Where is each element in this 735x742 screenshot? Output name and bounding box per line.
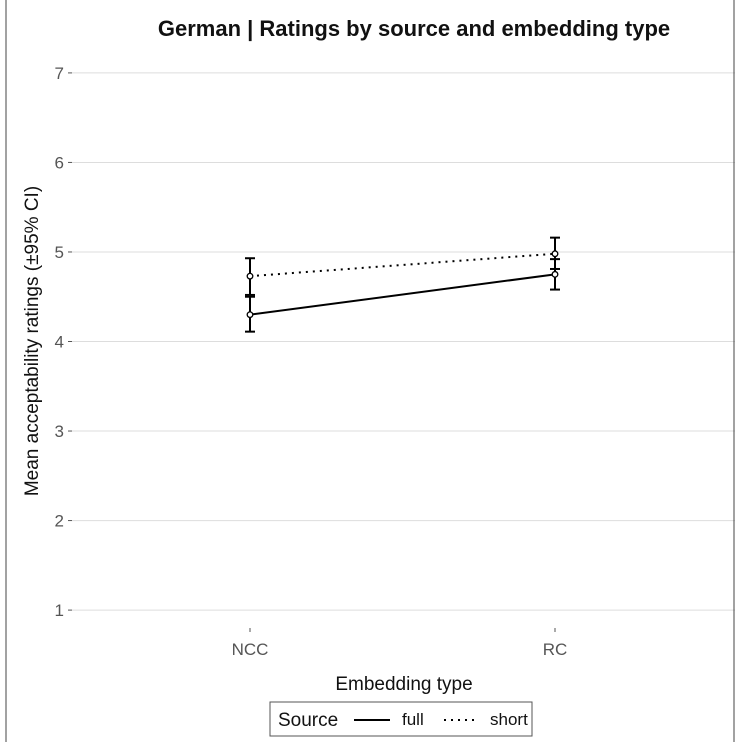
x-axis-title: Embedding type <box>335 674 472 695</box>
data-point-full <box>246 311 254 319</box>
y-tick-label: 2 <box>55 512 64 531</box>
y-tick-label: 6 <box>55 153 64 172</box>
series-line-short <box>249 252 556 278</box>
y-tick-label: 3 <box>55 422 64 441</box>
axes: 1 2 3 4 5 6 7 NCC RC <box>5 0 735 742</box>
legend-box <box>269 701 533 737</box>
data-point-short <box>246 272 254 280</box>
series-short <box>245 236 560 296</box>
legend: Source full short <box>269 701 533 737</box>
x-tick-label: RC <box>543 640 568 659</box>
legend-label-short: short <box>490 710 528 729</box>
series <box>245 236 560 333</box>
chart-title: German | Ratings by source and embedding… <box>158 16 670 41</box>
series-full <box>245 258 560 333</box>
x-tick-label: NCC <box>232 640 269 659</box>
y-tick-label: 1 <box>55 601 64 620</box>
y-tick-label: 4 <box>55 333 64 352</box>
data-point-short <box>551 250 559 258</box>
grid-lines <box>72 72 735 611</box>
y-tick-label: 7 <box>55 64 64 83</box>
legend-label-full: full <box>402 710 424 729</box>
y-axis-title: Mean acceptability ratings (±95% CI) <box>22 186 43 496</box>
data-point-full <box>551 270 559 278</box>
legend-title: Source <box>278 710 338 731</box>
y-tick-label: 5 <box>55 243 64 262</box>
series-line-full <box>249 273 556 316</box>
